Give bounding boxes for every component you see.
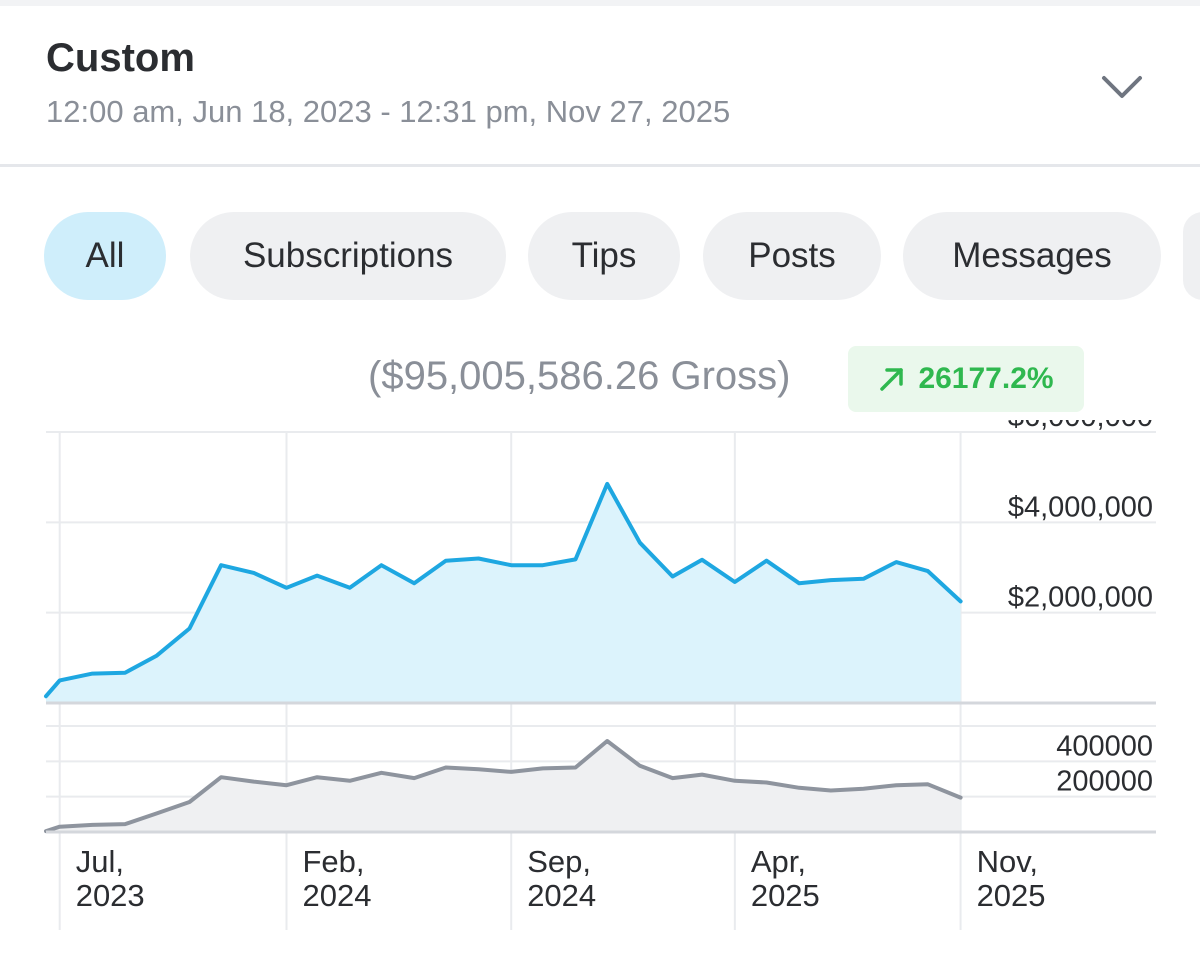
- x-tick-label: 2024: [527, 878, 596, 913]
- x-tick-label: Nov,: [977, 844, 1038, 879]
- count-line: [44, 739, 963, 834]
- tab-overflow[interactable]: [1183, 212, 1200, 300]
- change-badge: 26177.2%: [848, 346, 1084, 412]
- y-tick-label: 200000: [1056, 766, 1153, 798]
- date-range-text: 12:00 am, Jun 18, 2023 - 12:31 pm, Nov 2…: [46, 94, 731, 129]
- tab-all[interactable]: All: [44, 212, 166, 300]
- arrow-up-right-icon: [880, 368, 904, 391]
- tab-messages[interactable]: Messages: [903, 212, 1161, 300]
- tab-subscriptions[interactable]: Subscriptions: [190, 212, 506, 300]
- x-tick-label: Feb,: [303, 844, 365, 879]
- count-area: [46, 741, 961, 832]
- x-tick-label: 2025: [751, 878, 820, 913]
- change-percent: 26177.2%: [918, 362, 1054, 395]
- x-tick-label: 2025: [977, 878, 1046, 913]
- x-tick-label: Sep,: [527, 844, 591, 879]
- category-tabs: All Subscriptions Tips Posts Messages: [0, 212, 1200, 302]
- chevron-down-icon[interactable]: [1098, 68, 1146, 104]
- earnings-chart: $2,000,000 $4,000,000 $6,000,000 200000 4000…: [44, 420, 1156, 930]
- x-tick-label: Jul,: [76, 844, 124, 879]
- x-tick-label: 2024: [303, 878, 372, 913]
- period-title: Custom: [46, 36, 195, 80]
- earnings-area: [46, 483, 961, 703]
- y-tick-label: $6,000,000: [1008, 420, 1153, 433]
- y-tick-label: $4,000,000: [1008, 491, 1153, 523]
- earnings-line: [44, 481, 963, 699]
- date-range-selector[interactable]: Custom 12:00 am, Jun 18, 2023 - 12:31 pm…: [0, 6, 1200, 167]
- y-tick-label: 400000: [1056, 730, 1153, 762]
- x-tick-label: Apr,: [751, 844, 806, 879]
- x-tick-label: 2023: [76, 878, 145, 913]
- gross-total: ($95,005,586.26 Gross): [368, 354, 791, 398]
- tab-posts[interactable]: Posts: [703, 212, 881, 300]
- tab-tips[interactable]: Tips: [528, 212, 680, 300]
- top-strip: [0, 0, 1200, 6]
- y-tick-label: $2,000,000: [1008, 582, 1153, 614]
